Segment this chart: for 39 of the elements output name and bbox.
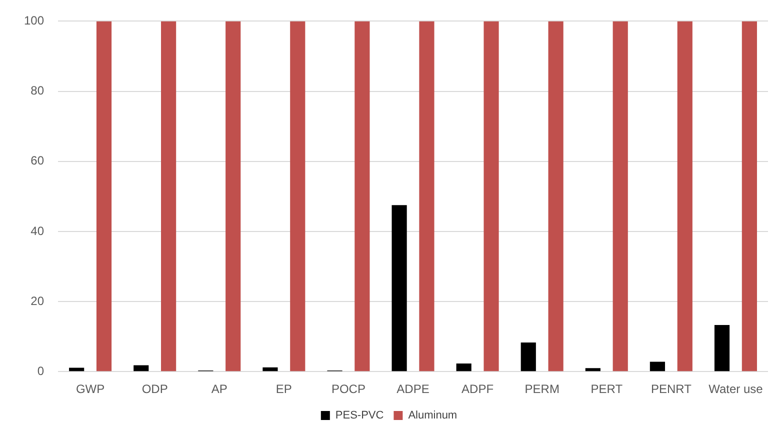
bar [134, 365, 149, 372]
bar [419, 21, 434, 372]
bar [392, 205, 407, 372]
y-tick-label: 0 [37, 364, 44, 378]
x-tick-label: PERT [590, 382, 624, 396]
bar [161, 21, 176, 372]
legend-label: PES-PVC [335, 410, 384, 422]
y-tick-label: 20 [30, 294, 44, 308]
x-tick-label: PERM [524, 382, 560, 396]
bar [585, 368, 600, 372]
bar [742, 21, 757, 372]
bar [520, 342, 536, 372]
x-tick-label: AP [211, 382, 228, 396]
y-tick-label: 100 [24, 14, 44, 28]
x-tick-label: ADPF [462, 382, 494, 396]
x-tick-label: GWP [76, 382, 105, 396]
x-tick-label: ODP [142, 382, 168, 396]
bar [456, 364, 472, 372]
bar [484, 21, 499, 372]
bar [226, 21, 241, 372]
x-tick-label: EP [276, 382, 292, 396]
bar [290, 21, 306, 372]
x-tick-label: POCP [331, 382, 366, 396]
x-tick-label: Water use [708, 382, 764, 396]
bar [69, 368, 84, 372]
bar [612, 21, 628, 372]
bar [714, 324, 730, 372]
bar [650, 362, 666, 372]
bar [354, 21, 370, 372]
x-tick-label: ADPE [396, 382, 430, 396]
y-tick-label: 40 [30, 224, 44, 238]
bar [96, 21, 112, 372]
legend-label: Aluminum [408, 410, 458, 422]
bar [677, 21, 692, 372]
bar [262, 367, 278, 372]
x-tick-label: PENRT [650, 382, 692, 396]
y-tick-label: 60 [30, 154, 44, 168]
bar [548, 21, 564, 372]
y-tick-label: 80 [30, 84, 44, 98]
